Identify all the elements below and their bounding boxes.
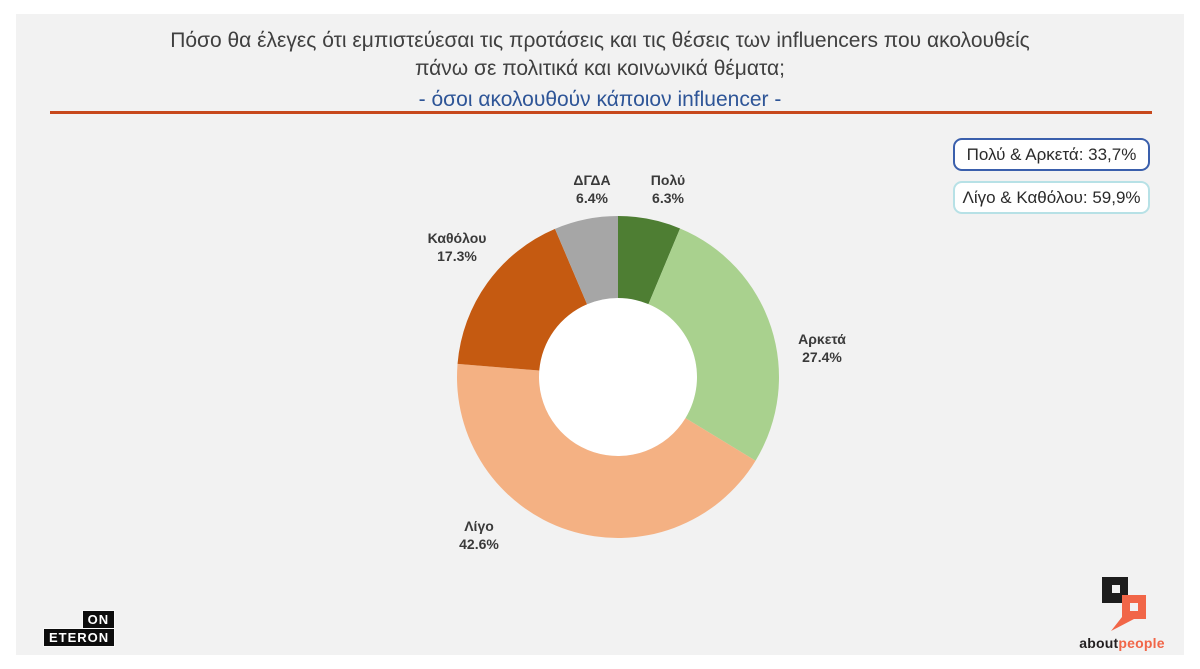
eteron-logo-wordmark: ETERON xyxy=(43,628,116,647)
donut-slice-3 xyxy=(457,228,588,371)
chart-title-line1: Πόσο θα έλεγες ότι εμπιστεύεσαι τις προτ… xyxy=(170,29,1030,52)
donut-slice-0 xyxy=(618,216,681,305)
eteron-logo: ON ETERON xyxy=(43,610,116,647)
slice-label-dgda-pct: 6.4% xyxy=(576,190,608,206)
summary-box-poly-arketa: Πολύ & Αρκετά: 33,7% xyxy=(953,138,1150,171)
chart-header: Πόσο θα έλεγες ότι εμπιστεύεσαι τις προτ… xyxy=(0,27,1200,113)
slice-label-katholou-pct: 17.3% xyxy=(437,248,477,264)
aboutpeople-wordmark-about: about xyxy=(1079,635,1119,651)
slice-label-katholou: Καθόλου 17.3% xyxy=(428,229,487,265)
slice-label-arketa: Αρκετά 27.4% xyxy=(798,330,846,366)
slice-label-katholou-name: Καθόλου xyxy=(427,230,487,246)
slice-label-ligo-name: Λίγο xyxy=(464,518,494,534)
slice-label-poly: Πολύ 6.3% xyxy=(651,171,685,207)
donut-slice-1 xyxy=(648,228,780,461)
donut-chart xyxy=(457,216,780,538)
slice-label-poly-name: Πολύ xyxy=(650,172,686,188)
donut-slice-4 xyxy=(554,216,618,305)
aboutpeople-speech-bubbles-icon xyxy=(1102,577,1146,631)
slice-label-ligo-pct: 42.6% xyxy=(459,536,499,552)
title-divider xyxy=(50,111,1152,114)
slice-label-dgda-name: ΔΓΔΑ xyxy=(573,172,611,188)
aboutpeople-logo: aboutpeople xyxy=(1072,577,1172,651)
aboutpeople-wordmark: aboutpeople xyxy=(1072,635,1172,651)
slice-label-arketa-name: Αρκετά xyxy=(798,331,846,347)
slice-label-ligo: Λίγο 42.6% xyxy=(459,517,499,553)
slice-label-arketa-pct: 27.4% xyxy=(802,349,842,365)
chart-title-line2: πάνω σε πολιτικά και κοινωνικά θέματα; xyxy=(414,57,786,80)
slice-label-dgda: ΔΓΔΑ 6.4% xyxy=(573,171,610,207)
donut-slice-2 xyxy=(457,363,756,538)
summary-box-ligo-katholou: Λίγο & Καθόλου: 59,9% xyxy=(953,181,1150,214)
eteron-logo-on-badge: ON xyxy=(81,610,116,629)
aboutpeople-wordmark-people: people xyxy=(1118,635,1165,651)
donut-hole xyxy=(539,298,697,456)
chart-subtitle: - όσοι ακολουθούν κάποιον influencer - xyxy=(418,88,782,111)
slice-label-poly-pct: 6.3% xyxy=(652,190,684,206)
